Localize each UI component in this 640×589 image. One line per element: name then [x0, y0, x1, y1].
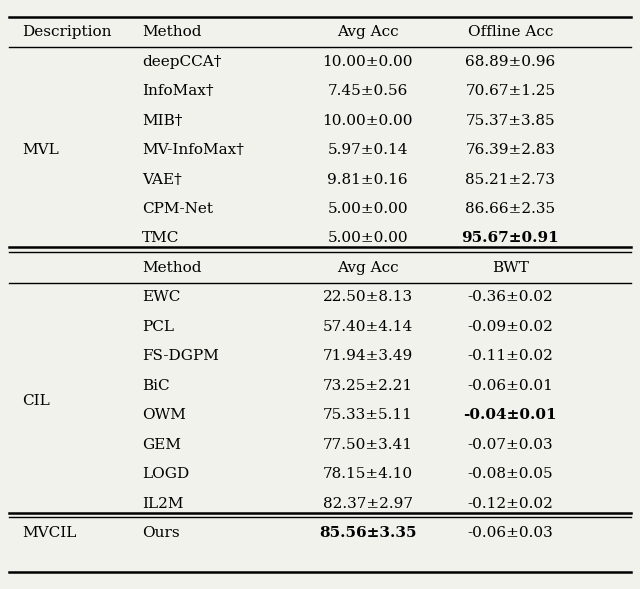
Text: 76.39±2.83: 76.39±2.83: [465, 143, 556, 157]
Text: 85.56±3.35: 85.56±3.35: [319, 527, 417, 540]
Text: 70.67±1.25: 70.67±1.25: [465, 84, 556, 98]
Text: 9.81±0.16: 9.81±0.16: [327, 173, 408, 187]
Text: TMC: TMC: [142, 231, 180, 246]
Text: Method: Method: [142, 25, 202, 39]
Text: GEM: GEM: [142, 438, 181, 452]
Text: MV-InfoMax†: MV-InfoMax†: [142, 143, 244, 157]
Text: -0.12±0.02: -0.12±0.02: [467, 497, 553, 511]
Text: Avg Acc: Avg Acc: [337, 25, 398, 39]
Text: Offline Acc: Offline Acc: [468, 25, 553, 39]
Text: 5.00±0.00: 5.00±0.00: [327, 231, 408, 246]
Text: 10.00±0.00: 10.00±0.00: [323, 55, 413, 68]
Text: EWC: EWC: [142, 290, 180, 305]
Text: Ours: Ours: [142, 527, 180, 540]
Text: 57.40±4.14: 57.40±4.14: [323, 320, 413, 334]
Text: 95.67±0.91: 95.67±0.91: [461, 231, 559, 246]
Text: IL2M: IL2M: [142, 497, 184, 511]
Text: BWT: BWT: [492, 261, 529, 275]
Text: 75.37±3.85: 75.37±3.85: [465, 114, 555, 128]
Text: 7.45±0.56: 7.45±0.56: [328, 84, 408, 98]
Text: 73.25±2.21: 73.25±2.21: [323, 379, 413, 393]
Text: -0.04±0.01: -0.04±0.01: [463, 408, 557, 422]
Text: 78.15±4.10: 78.15±4.10: [323, 467, 413, 481]
Text: Avg Acc: Avg Acc: [337, 261, 398, 275]
Text: -0.36±0.02: -0.36±0.02: [467, 290, 553, 305]
Text: 22.50±8.13: 22.50±8.13: [323, 290, 413, 305]
Text: 10.00±0.00: 10.00±0.00: [323, 114, 413, 128]
Text: Method: Method: [142, 261, 202, 275]
Text: CIL: CIL: [22, 393, 49, 408]
Text: 85.21±2.73: 85.21±2.73: [465, 173, 556, 187]
Text: CPM-Net: CPM-Net: [142, 202, 213, 216]
Text: -0.06±0.01: -0.06±0.01: [467, 379, 553, 393]
Text: InfoMax†: InfoMax†: [142, 84, 214, 98]
Text: OWM: OWM: [142, 408, 186, 422]
Text: Description: Description: [22, 25, 111, 39]
Text: PCL: PCL: [142, 320, 174, 334]
Text: FS-DGPM: FS-DGPM: [142, 349, 220, 363]
Text: -0.06±0.03: -0.06±0.03: [467, 527, 553, 540]
Text: VAE†: VAE†: [142, 173, 182, 187]
Text: MVL: MVL: [22, 143, 59, 157]
Text: 75.33±5.11: 75.33±5.11: [323, 408, 413, 422]
Text: -0.09±0.02: -0.09±0.02: [467, 320, 553, 334]
Text: 86.66±2.35: 86.66±2.35: [465, 202, 556, 216]
Text: 5.97±0.14: 5.97±0.14: [327, 143, 408, 157]
Text: BiC: BiC: [142, 379, 170, 393]
Text: deepCCA†: deepCCA†: [142, 55, 221, 68]
Text: MVCIL: MVCIL: [22, 527, 76, 540]
Text: -0.08±0.05: -0.08±0.05: [468, 467, 553, 481]
Text: 77.50±3.41: 77.50±3.41: [323, 438, 413, 452]
Text: 5.00±0.00: 5.00±0.00: [327, 202, 408, 216]
Text: MIB†: MIB†: [142, 114, 183, 128]
Text: 71.94±3.49: 71.94±3.49: [323, 349, 413, 363]
Text: LOGD: LOGD: [142, 467, 189, 481]
Text: 68.89±0.96: 68.89±0.96: [465, 55, 556, 68]
Text: 82.37±2.97: 82.37±2.97: [323, 497, 413, 511]
Text: -0.07±0.03: -0.07±0.03: [468, 438, 553, 452]
Text: -0.11±0.02: -0.11±0.02: [467, 349, 553, 363]
